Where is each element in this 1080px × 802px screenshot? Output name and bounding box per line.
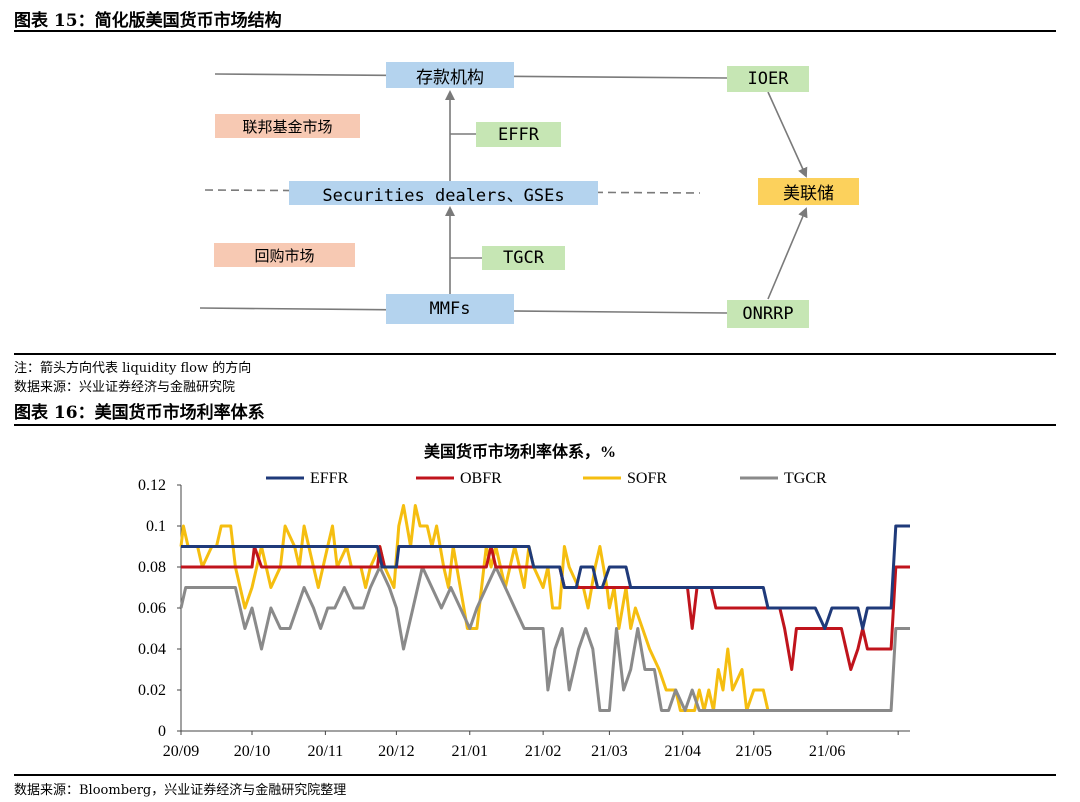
legend-label-tgcr: TGCR <box>784 470 827 487</box>
effr-box: EFFR <box>476 122 561 147</box>
arrow-ioer-to-fed <box>767 91 808 178</box>
series-line-effr <box>181 524 910 630</box>
chart-lines <box>179 504 910 712</box>
arrow-onrrp-to-fed <box>767 207 808 300</box>
series-line-sofr <box>179 504 770 712</box>
y-tick-label: 0 <box>158 723 166 740</box>
x-tick-label: 21/03 <box>591 743 627 760</box>
legend-label-sofr: SOFR <box>627 470 667 487</box>
x-tick-label: 20/11 <box>307 743 343 760</box>
chart-title: 美国货币市场利率体系，% <box>424 442 616 461</box>
figure15-source: 数据来源：兴业证券经济与金融研究院 <box>14 380 236 395</box>
legend-label-effr: EFFR <box>310 470 349 487</box>
y-tick-label: 0.04 <box>138 641 166 658</box>
mmfs-box: MMFs <box>386 294 514 324</box>
y-tick-label: 0.08 <box>138 559 166 576</box>
figure16-bottom-rule <box>14 774 1056 776</box>
figure16-title: 图表 16：美国货币市场利率体系 <box>14 403 265 423</box>
figure15-note: 注：箭头方向代表 liquidity flow 的方向 <box>14 361 252 376</box>
x-tick-label: 21/05 <box>736 743 772 760</box>
onrrp-box: ONRRP <box>727 300 809 328</box>
diagram-connectors <box>199 73 808 314</box>
x-tick-label: 20/10 <box>234 743 270 760</box>
ioer-box: IOER <box>727 66 809 92</box>
y-tick-label: 0.02 <box>138 682 166 699</box>
dealers-box: Securities dealers、GSEs <box>289 181 598 206</box>
deposit-institutions-box: 存款机构 <box>386 62 514 88</box>
x-tick-label: 21/01 <box>452 743 488 760</box>
fed-funds-market-box: 联邦基金市场 <box>215 114 360 138</box>
chart-axes: 0 0.02 0.04 0.06 0.08 0.1 0.12 20/09 20/10 20/11 2… <box>138 477 910 760</box>
x-tick-label: 21/02 <box>525 743 561 760</box>
x-tick-label: 21/04 <box>665 743 701 760</box>
chart-legend: EFFR OBFR SOFR TGCR <box>266 470 827 487</box>
figure15-bottom-rule <box>14 353 1056 355</box>
y-tick-label: 0.1 <box>146 518 166 535</box>
figure16-top-rule <box>14 424 1056 426</box>
rates-chart: 美国货币市场利率体系，% EFFR OBFR SOFR TGCR 00.020.040… <box>138 442 910 760</box>
figure16-source: 数据来源：Bloomberg，兴业证券经济与金融研究院整理 <box>14 783 347 798</box>
legend-label-obfr: OBFR <box>460 470 502 487</box>
series-line-obfr <box>181 545 910 671</box>
fed-box: 美联储 <box>758 178 859 205</box>
x-tick-label: 20/12 <box>378 743 414 760</box>
series-line-tgcr <box>179 565 910 712</box>
repo-market-box: 回购市场 <box>214 243 355 267</box>
y-tick-label: 0.06 <box>138 600 166 617</box>
tgcr-box: TGCR <box>482 246 565 270</box>
x-tick-label: 20/09 <box>163 743 199 760</box>
structure-diagram: 存款机构 IOER 联邦基金市场 EFFR Securities dealers… <box>0 0 1080 345</box>
x-tick-label: 21/06 <box>809 743 845 760</box>
figure15-title: 图表 15：简化版美国货币市场结构 <box>14 11 282 31</box>
figure15-top-rule <box>14 30 1056 32</box>
y-tick-label: 0.12 <box>138 477 166 494</box>
